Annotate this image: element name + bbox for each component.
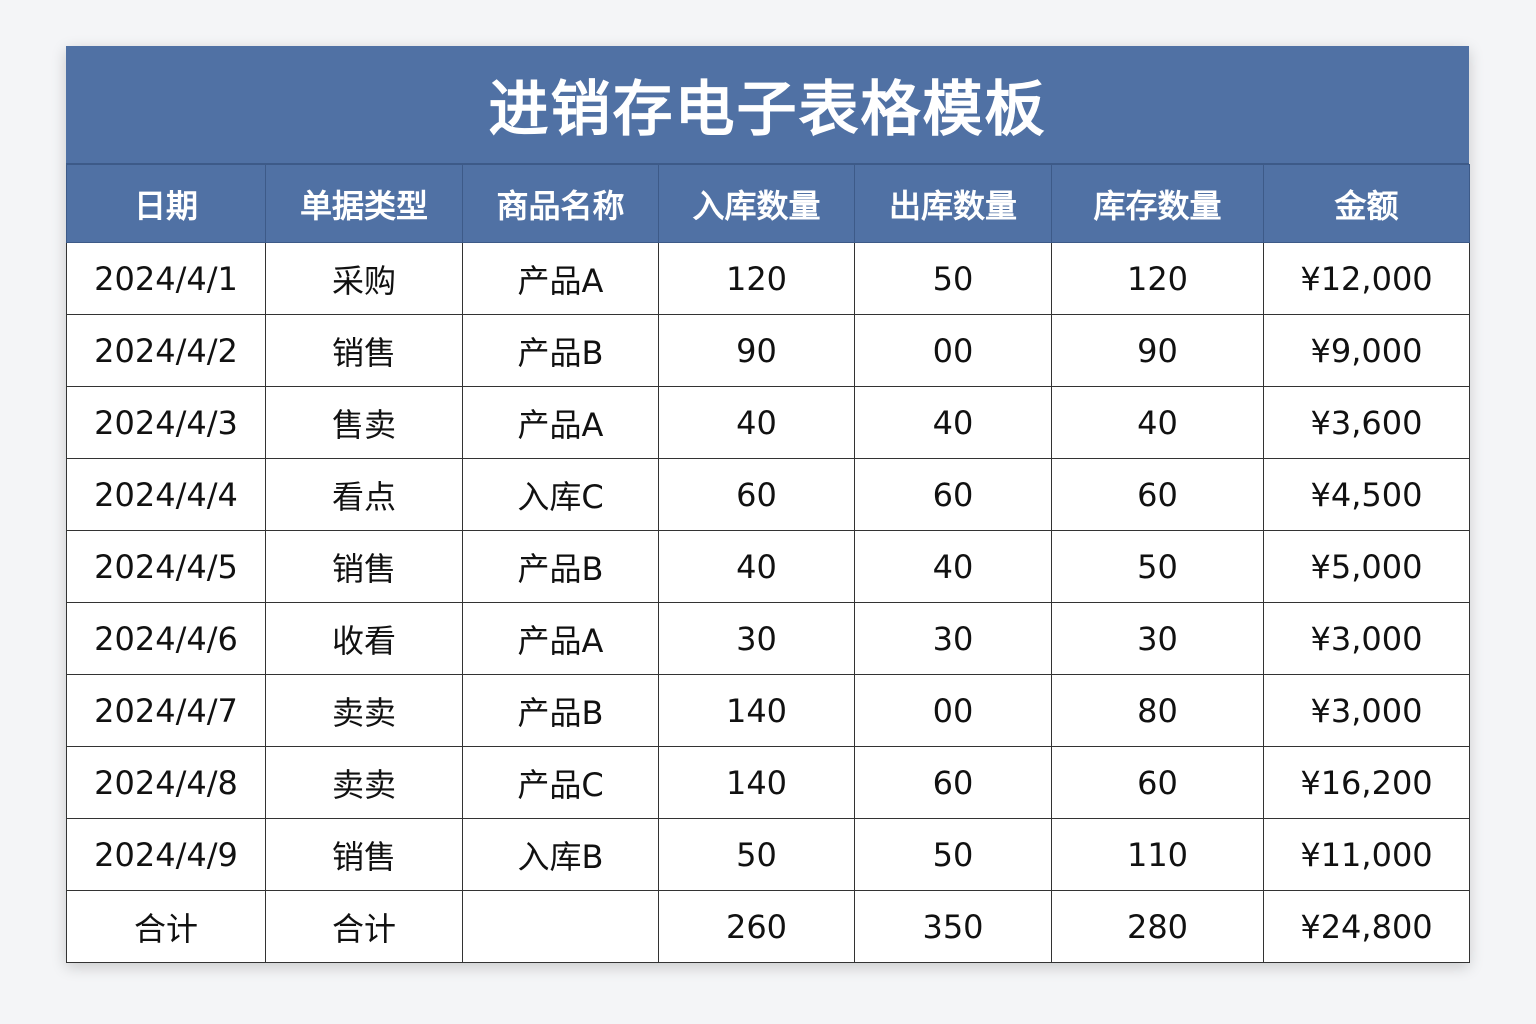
- table-cell: 30: [1051, 602, 1264, 675]
- table-cell: ¥24,800: [1263, 890, 1470, 963]
- table-row: 2024/4/5 销售 产品B 40 40 50 ¥5,000: [66, 530, 1470, 603]
- table-cell: ¥16,200: [1263, 746, 1470, 819]
- table-row: 2024/4/8 卖卖 产品C 140 60 60 ¥16,200: [66, 746, 1470, 819]
- table-cell: 120: [1051, 242, 1264, 315]
- table-cell: 00: [854, 314, 1052, 387]
- column-header: 库存数量: [1051, 164, 1264, 243]
- table-cell: ¥5,000: [1263, 530, 1470, 603]
- table-cell: 产品A: [462, 242, 659, 315]
- table-cell: 350: [854, 890, 1052, 963]
- table: 日期 单据类型 商品名称 入库数量 出库数量 库存数量 金额 2024/4/1 采购 产品A 12…: [66, 164, 1470, 963]
- table-cell: 40: [854, 530, 1052, 603]
- table-cell: 产品B: [462, 674, 659, 747]
- table-cell: 2024/4/9: [66, 818, 266, 891]
- table-cell: [462, 890, 659, 963]
- table-cell: ¥4,500: [1263, 458, 1470, 531]
- column-header: 日期: [66, 164, 266, 243]
- column-header: 单据类型: [265, 164, 463, 243]
- table-cell: 40: [658, 530, 855, 603]
- table-cell: 2024/4/6: [66, 602, 266, 675]
- table-cell: 50: [854, 818, 1052, 891]
- table-body: 2024/4/1 采购 产品A 120 50 120 ¥12,000 2024/4/2 销售 产品…: [66, 242, 1470, 963]
- table-cell: 140: [658, 746, 855, 819]
- table-cell: 50: [1051, 530, 1264, 603]
- table-row: 2024/4/2 销售 产品B 90 00 90 ¥9,000: [66, 314, 1470, 387]
- table-cell: 采购: [265, 242, 463, 315]
- table-cell: ¥9,000: [1263, 314, 1470, 387]
- table-cell: 260: [658, 890, 855, 963]
- header-row: 日期 单据类型 商品名称 入库数量 出库数量 库存数量 金额: [66, 164, 1470, 243]
- table-cell: ¥11,000: [1263, 818, 1470, 891]
- table-cell: 60: [658, 458, 855, 531]
- table-cell: 00: [854, 674, 1052, 747]
- table-cell: 90: [1051, 314, 1264, 387]
- table-cell: 40: [854, 386, 1052, 459]
- table-row: 合计 合计 260 350 280 ¥24,800: [66, 890, 1470, 963]
- table-cell: 60: [1051, 746, 1264, 819]
- table-cell: 50: [854, 242, 1052, 315]
- table-row: 2024/4/6 收看 产品A 30 30 30 ¥3,000: [66, 602, 1470, 675]
- table-row: 2024/4/3 售卖 产品A 40 40 40 ¥3,600: [66, 386, 1470, 459]
- table-cell: 60: [854, 458, 1052, 531]
- table-cell: 看点: [265, 458, 463, 531]
- table-cell: 280: [1051, 890, 1264, 963]
- table-cell: 40: [658, 386, 855, 459]
- table-cell: 60: [1051, 458, 1264, 531]
- table-cell: 2024/4/8: [66, 746, 266, 819]
- table-cell: 2024/4/5: [66, 530, 266, 603]
- table-cell: 销售: [265, 530, 463, 603]
- table-cell: 60: [854, 746, 1052, 819]
- table-cell: 30: [658, 602, 855, 675]
- table-cell: 30: [854, 602, 1052, 675]
- table-cell: 入库C: [462, 458, 659, 531]
- table-cell: 合计: [265, 890, 463, 963]
- table-cell: 合计: [66, 890, 266, 963]
- table-row: 2024/4/4 看点 入库C 60 60 60 ¥4,500: [66, 458, 1470, 531]
- table-cell: 卖卖: [265, 746, 463, 819]
- title: 进销存电子表格模板: [66, 46, 1469, 164]
- table-cell: ¥12,000: [1263, 242, 1470, 315]
- table-cell: 入库B: [462, 818, 659, 891]
- table-cell: ¥3,000: [1263, 602, 1470, 675]
- table-cell: 2024/4/4: [66, 458, 266, 531]
- table-cell: 产品C: [462, 746, 659, 819]
- table-row: 2024/4/9 销售 入库B 50 50 110 ¥11,000: [66, 818, 1470, 891]
- spreadsheet: 进销存电子表格模板 日期 单据类型 商品名称 入库数量 出库数量 库存数量 金额 2024/…: [66, 46, 1470, 963]
- table-cell: 50: [658, 818, 855, 891]
- column-header: 商品名称: [462, 164, 659, 243]
- table-cell: 90: [658, 314, 855, 387]
- table-cell: 140: [658, 674, 855, 747]
- table-cell: 产品B: [462, 314, 659, 387]
- table-row: 2024/4/7 卖卖 产品B 140 00 80 ¥3,000: [66, 674, 1470, 747]
- table-cell: 120: [658, 242, 855, 315]
- column-header: 入库数量: [658, 164, 855, 243]
- table-cell: 40: [1051, 386, 1264, 459]
- table-cell: 2024/4/2: [66, 314, 266, 387]
- table-cell: ¥3,600: [1263, 386, 1470, 459]
- table-cell: 80: [1051, 674, 1264, 747]
- table-cell: ¥3,000: [1263, 674, 1470, 747]
- table-cell: 售卖: [265, 386, 463, 459]
- table-row: 2024/4/1 采购 产品A 120 50 120 ¥12,000: [66, 242, 1470, 315]
- table-cell: 销售: [265, 314, 463, 387]
- table-cell: 卖卖: [265, 674, 463, 747]
- column-header: 金额: [1263, 164, 1470, 243]
- table-cell: 110: [1051, 818, 1264, 891]
- table-cell: 产品A: [462, 386, 659, 459]
- table-cell: 2024/4/7: [66, 674, 266, 747]
- table-cell: 2024/4/3: [66, 386, 266, 459]
- table-cell: 产品A: [462, 602, 659, 675]
- table-cell: 产品B: [462, 530, 659, 603]
- column-header: 出库数量: [854, 164, 1052, 243]
- table-cell: 2024/4/1: [66, 242, 266, 315]
- table-cell: 收看: [265, 602, 463, 675]
- table-cell: 销售: [265, 818, 463, 891]
